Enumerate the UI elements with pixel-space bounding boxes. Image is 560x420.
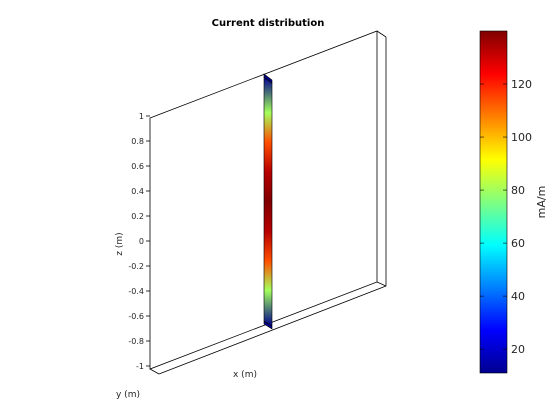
z-tick-label: 0.2 [131,212,144,221]
z-tick-label: 0.6 [131,162,144,171]
colorbar-gradient [479,30,508,374]
z-tick-label: -0.8 [128,337,144,346]
box-edge-top [376,30,387,38]
y-axis-label: y (m) [116,390,140,400]
current-strip [263,73,273,330]
box-edge-bottom-back [158,285,387,375]
box-edge-bottom-left [149,368,160,375]
colorbar: 20 40 60 80 100 120 mA/m [479,30,548,374]
z-tick-label: -0.6 [128,312,144,321]
colorbar-label: mA/m [535,186,548,219]
z-tick-label: -1 [136,362,144,371]
colorbar-tick-label: 100 [511,131,532,144]
plot-box [149,30,387,375]
colorbar-tick-label: 40 [511,290,525,303]
z-axis-label: z (m) [115,232,125,255]
chart-title: Current distribution [212,18,325,29]
strip-top-cap [263,73,273,84]
colorbar-ticks: 20 40 60 80 100 120 [480,78,532,356]
z-tick-label: 0.4 [131,187,144,196]
z-axis-ticks: 1 0.8 0.6 0.4 0.2 0 -0.2 -0.4 -0.6 -0.8 -1 [128,112,150,371]
colorbar-tick-label: 60 [511,237,525,250]
z-tick-label: -0.2 [128,262,144,271]
strip-bottom-cap [263,320,273,330]
box-front-face [149,30,378,370]
x-axis-label: x (m) [233,370,257,380]
colorbar-tick-label: 80 [511,184,525,197]
colorbar-tick-label: 120 [511,78,532,91]
z-tick-label: 1 [139,112,144,121]
colorbar-tick-label: 20 [511,343,525,356]
box-edge-bottom-right [376,281,387,287]
z-tick-label: 0.8 [131,137,144,146]
z-tick-label: 0 [139,237,144,246]
z-tick-label: -0.4 [128,287,144,296]
strip-front-face [263,76,273,327]
